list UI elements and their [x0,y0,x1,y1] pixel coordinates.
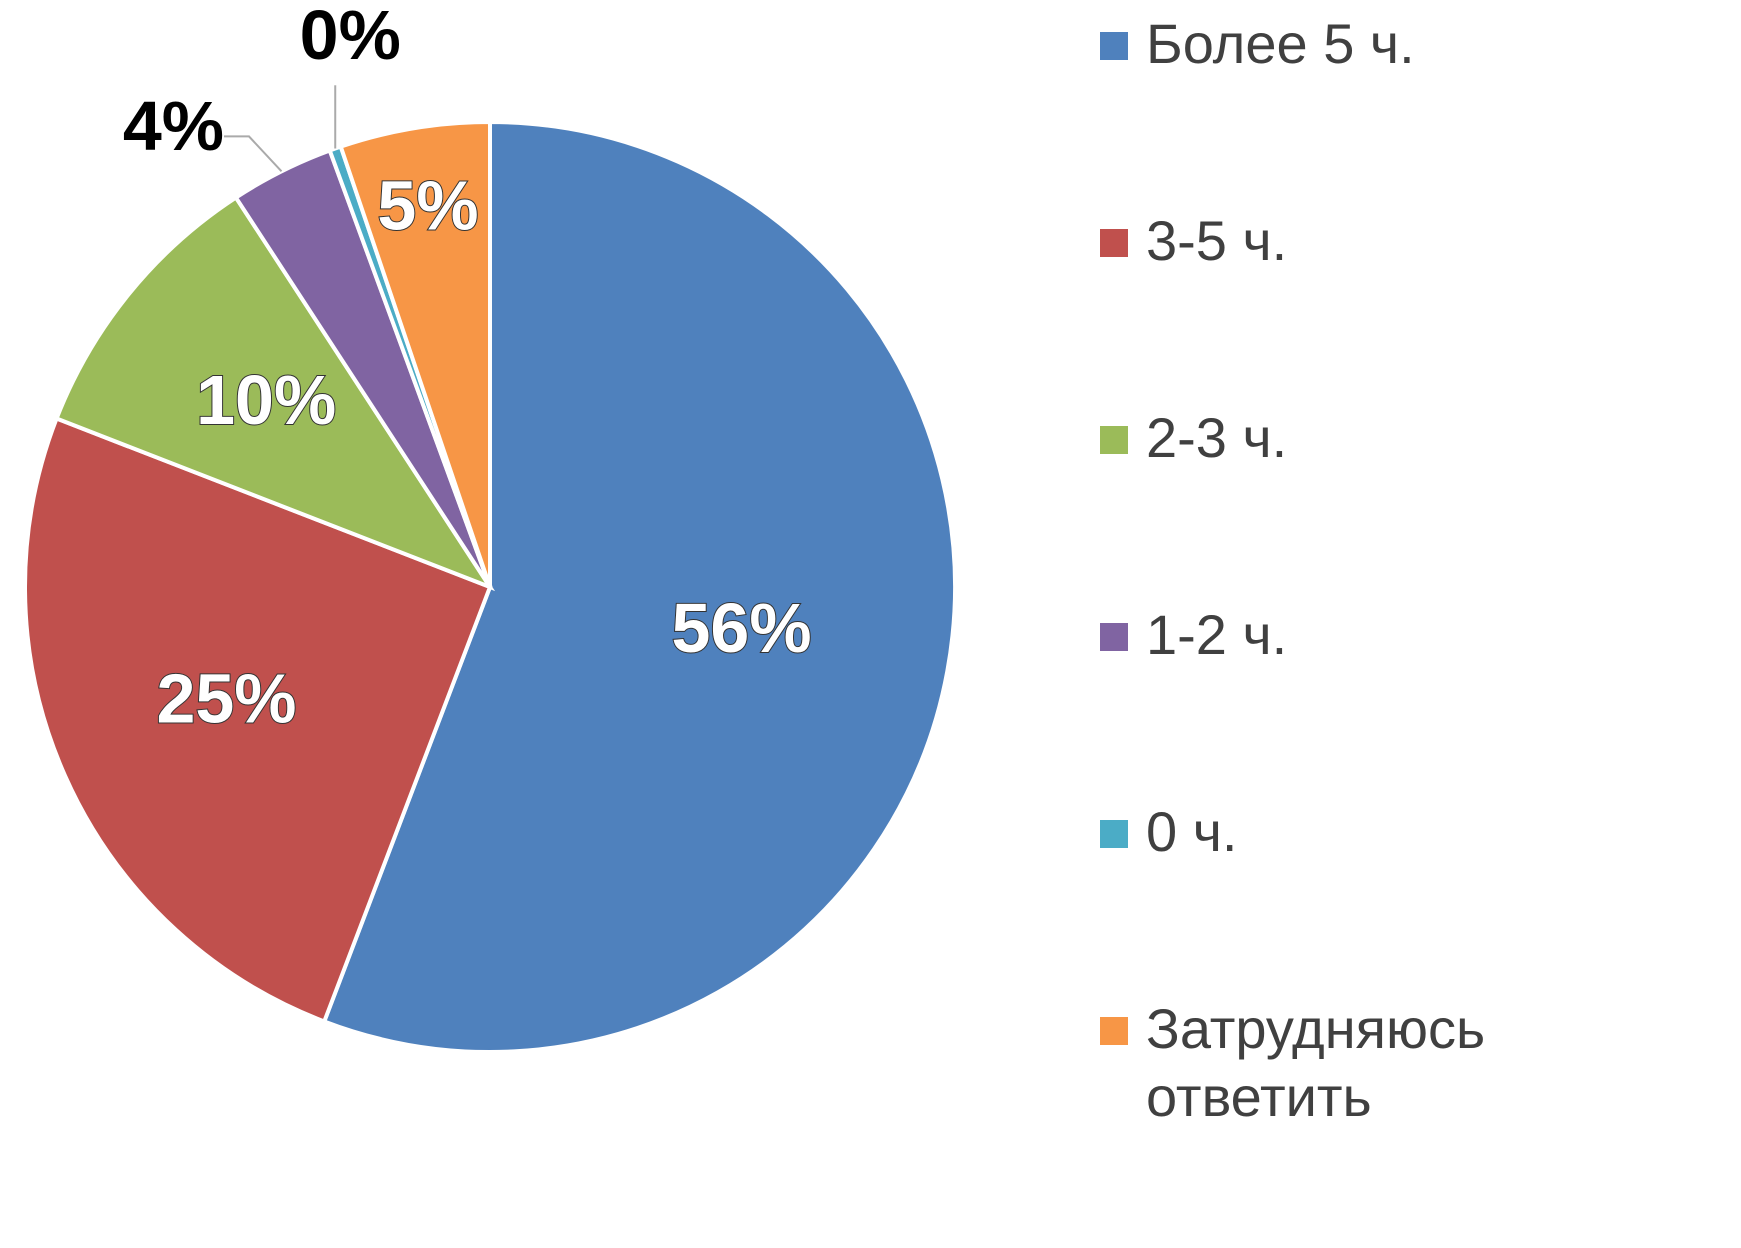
legend-swatch [1100,820,1128,848]
leader-line [223,135,283,173]
legend-label: 3-5 ч. [1146,209,1288,272]
legend-swatch [1100,426,1128,454]
legend-label: 2-3 ч. [1146,406,1288,469]
data-label: 0% [300,0,401,74]
data-label: 4% [123,87,224,165]
pie-slice [53,194,496,592]
legend-label: Затрудняюсь ответить [1146,997,1486,1128]
pie-slice [338,119,492,588]
legend-label: 1-2 ч. [1146,603,1288,666]
legend-swatch [1100,1017,1128,1045]
legend-swatch [1100,32,1128,60]
data-label: 5% [377,166,478,244]
data-label: 56% [671,589,811,667]
legend-item: Затрудняюсь ответить [1100,995,1566,1131]
pie-slice [23,415,493,1025]
legend-swatch [1100,229,1128,257]
data-label: 25% [156,659,296,737]
legend-item: 2-3 ч. [1100,404,1566,472]
legend-label: 0 ч. [1146,800,1238,863]
legend-item: 3-5 ч. [1100,207,1566,275]
legend-item: Более 5 ч. [1100,10,1566,78]
legend-item: 0 ч. [1100,798,1566,866]
legend-label: Более 5 ч. [1146,12,1415,75]
data-label: 10% [196,361,336,439]
legend-item: 1-2 ч. [1100,601,1566,669]
pie-slice [321,119,957,1054]
legend-swatch [1100,623,1128,651]
